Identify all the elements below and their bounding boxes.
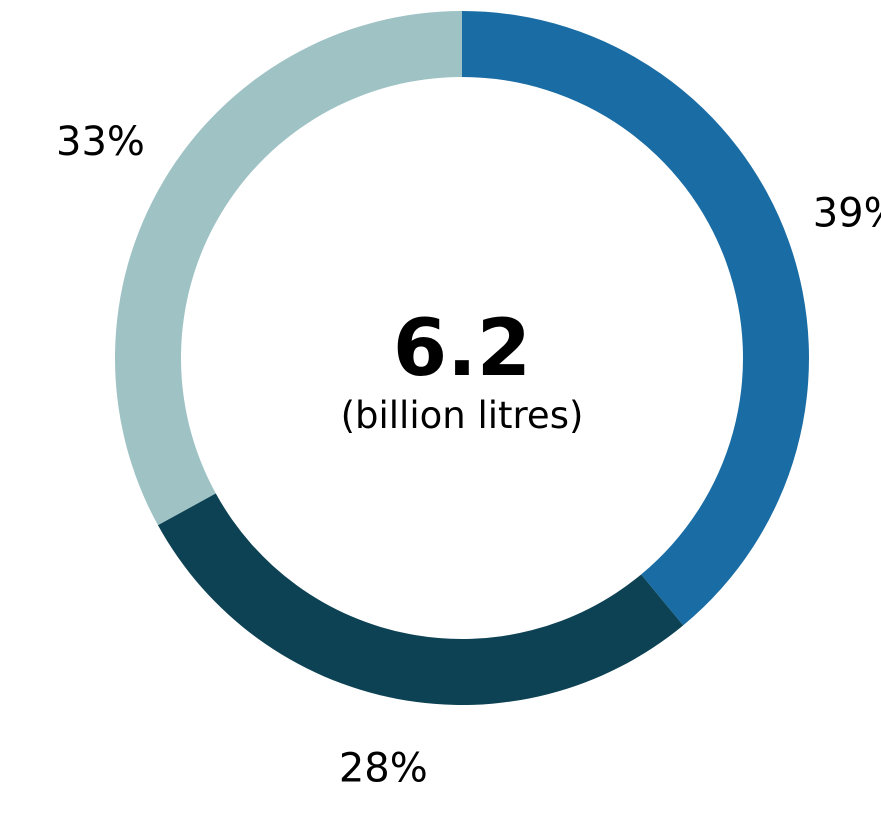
slice-label-0: 39% — [813, 191, 881, 237]
donut-slices — [115, 11, 809, 705]
slice-labels: 39% 28% 33% — [56, 119, 881, 791]
center-unit: (billion litres) — [341, 394, 584, 437]
slice-label-2: 33% — [56, 119, 145, 165]
center-value: 6.2 — [393, 304, 531, 394]
donut-slice-2 — [115, 11, 463, 526]
donut-slice-1 — [157, 493, 684, 705]
donut-slice-0 — [462, 11, 809, 626]
slice-label-1: 28% — [339, 746, 428, 792]
